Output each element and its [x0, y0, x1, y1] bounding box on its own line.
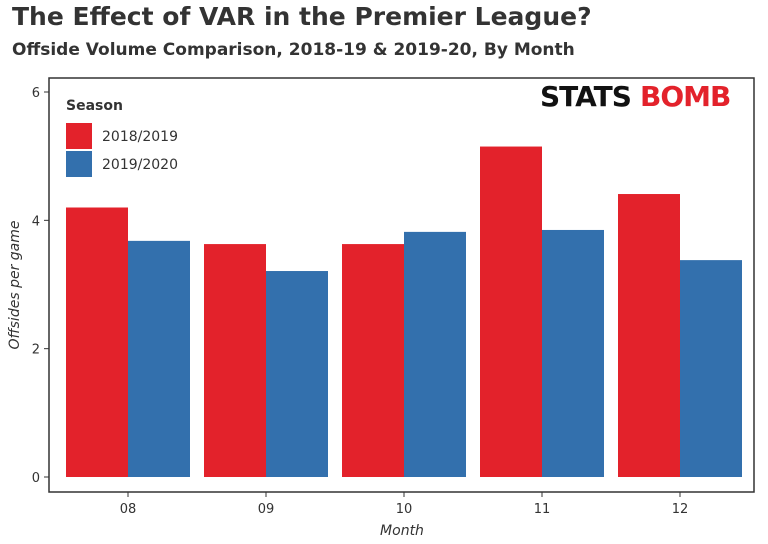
x-tick-label: 11 [534, 502, 551, 517]
legend-title: Season [66, 98, 123, 114]
chart-subtitle: Offside Volume Comparison, 2018-19 & 201… [12, 40, 575, 60]
y-axis-title: Offsides per game [7, 221, 23, 350]
logo-text-stats: STATS [540, 80, 631, 113]
legend-label-2018-2019: 2018/2019 [102, 129, 178, 145]
bar-11-2018-2019 [480, 146, 542, 477]
bars-group [66, 146, 742, 477]
bar-11-2019-2020 [542, 229, 604, 477]
y-tick-label: 6 [32, 86, 40, 101]
y-tick-label: 4 [32, 214, 40, 229]
bar-12-2019-2020 [680, 260, 742, 477]
x-axis: 08 09 10 11 12 [120, 492, 689, 517]
x-tick-label: 08 [120, 502, 137, 517]
chart-title: The Effect of VAR in the Premier League? [12, 2, 592, 31]
legend-swatch-2018-2019 [66, 123, 92, 149]
x-tick-label: 10 [396, 502, 413, 517]
legend-label-2019-2020: 2019/2020 [102, 157, 178, 173]
bar-08-2018-2019 [66, 207, 128, 477]
legend-swatch-2019-2020 [66, 151, 92, 177]
statsbomb-logo: STATS BOMB [540, 80, 731, 113]
legend: Season 2018/2019 2019/2020 [66, 98, 178, 177]
plot-panel [48, 77, 755, 493]
x-tick-label: 09 [258, 502, 275, 517]
y-tick-label: 0 [32, 471, 40, 486]
y-tick-label: 2 [32, 343, 40, 358]
y-axis: 0 2 4 6 [32, 86, 49, 486]
x-axis-title: Month [380, 523, 424, 539]
bar-10-2018-2019 [342, 244, 404, 477]
x-tick-label: 12 [672, 502, 689, 517]
bar-12-2018-2019 [618, 194, 680, 477]
logo-text-bomb: BOMB [640, 80, 730, 113]
bar-09-2019-2020 [266, 271, 328, 477]
bar-09-2018-2019 [204, 244, 266, 477]
bar-08-2019-2020 [128, 240, 190, 477]
bar-10-2019-2020 [404, 231, 466, 477]
